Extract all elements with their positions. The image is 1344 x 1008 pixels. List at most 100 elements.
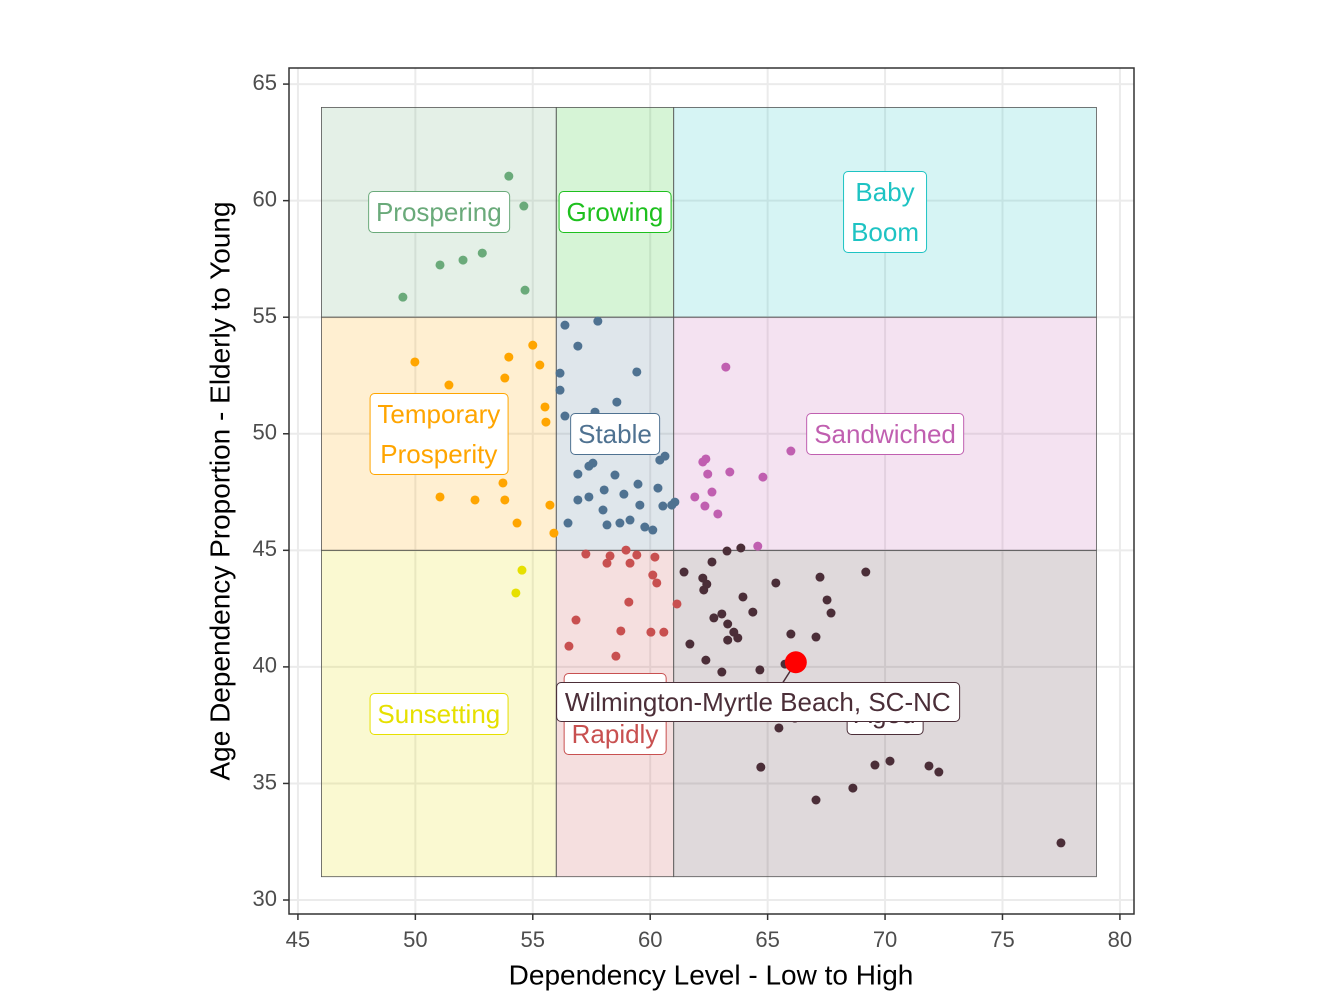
point: [815, 572, 825, 582]
point: [632, 550, 642, 560]
point: [625, 558, 635, 568]
point: [632, 367, 642, 377]
point: [717, 667, 727, 677]
point: [709, 613, 719, 623]
point: [500, 495, 510, 505]
highlight-point: [784, 651, 807, 674]
point: [722, 546, 732, 556]
point: [633, 479, 643, 489]
point: [738, 592, 748, 602]
point: [934, 767, 944, 777]
point: [690, 492, 700, 502]
point: [733, 633, 743, 643]
point: [826, 608, 836, 618]
point: [605, 551, 615, 561]
point: [885, 756, 895, 766]
point: [717, 609, 727, 619]
y-tick-label: 35: [253, 769, 277, 794]
point: [786, 446, 796, 456]
point: [444, 380, 454, 390]
point: [653, 483, 663, 493]
point: [512, 518, 522, 528]
point: [564, 641, 574, 651]
point: [619, 489, 629, 499]
point: [723, 619, 733, 629]
point: [640, 522, 650, 532]
point: [555, 385, 565, 395]
point: [584, 492, 594, 502]
point: [541, 417, 551, 427]
point: [598, 505, 608, 515]
point: [611, 651, 621, 661]
point: [540, 402, 550, 412]
point: [624, 597, 634, 607]
point: [652, 578, 662, 588]
point: [535, 360, 545, 370]
point: [648, 525, 658, 535]
y-tick-label: 60: [253, 186, 277, 211]
x-tick-label: 70: [873, 927, 897, 952]
x-axis-label: Dependency Level - Low to High: [509, 959, 914, 990]
point: [498, 478, 508, 488]
region-label: Sandwiched: [806, 412, 964, 455]
point: [667, 500, 677, 510]
point: [616, 626, 626, 636]
point: [1056, 838, 1066, 848]
point: [758, 472, 768, 482]
point: [612, 397, 622, 407]
x-tick-label: 65: [755, 927, 779, 952]
x-tick-label: 60: [638, 927, 662, 952]
point: [685, 639, 695, 649]
point: [755, 665, 765, 675]
point: [599, 485, 609, 495]
point: [520, 285, 530, 295]
point: [811, 632, 821, 642]
point: [573, 469, 583, 479]
point: [635, 500, 645, 510]
y-tick-label: 30: [253, 886, 277, 911]
point: [615, 518, 625, 528]
point: [698, 457, 708, 467]
point: [679, 567, 689, 577]
y-tick-label: 45: [253, 536, 277, 561]
point: [753, 541, 763, 551]
point: [924, 761, 934, 771]
region-label: Baby Boom: [843, 171, 927, 254]
point: [435, 492, 445, 502]
highlight-label: Wilmington-Myrtle Beach, SC-NC: [555, 682, 960, 723]
point: [470, 495, 480, 505]
point: [477, 248, 487, 258]
point: [848, 783, 858, 793]
x-tick-label: 50: [403, 927, 427, 952]
point: [573, 495, 583, 505]
point: [648, 570, 658, 580]
point: [721, 362, 731, 372]
point: [771, 578, 781, 588]
point: [458, 255, 468, 265]
point: [650, 552, 660, 562]
x-tick-label: 75: [990, 927, 1014, 952]
point: [573, 341, 583, 351]
point: [870, 760, 880, 770]
point: [410, 357, 420, 367]
point: [563, 518, 573, 528]
point: [707, 557, 717, 567]
region-label: Prospering: [367, 191, 510, 234]
y-tick-label: 50: [253, 420, 277, 445]
point: [699, 585, 709, 595]
point: [511, 588, 521, 598]
point: [602, 520, 612, 530]
point: [658, 501, 668, 511]
point: [701, 655, 711, 665]
point: [822, 595, 832, 605]
point: [528, 340, 538, 350]
point: [646, 627, 656, 637]
point: [504, 352, 514, 362]
point: [774, 723, 784, 733]
point: [581, 549, 591, 559]
point: [725, 467, 735, 477]
point: [560, 411, 570, 421]
panel-border: [288, 67, 1135, 915]
region-label: Temporary Prosperity: [369, 392, 509, 475]
point: [500, 373, 510, 383]
